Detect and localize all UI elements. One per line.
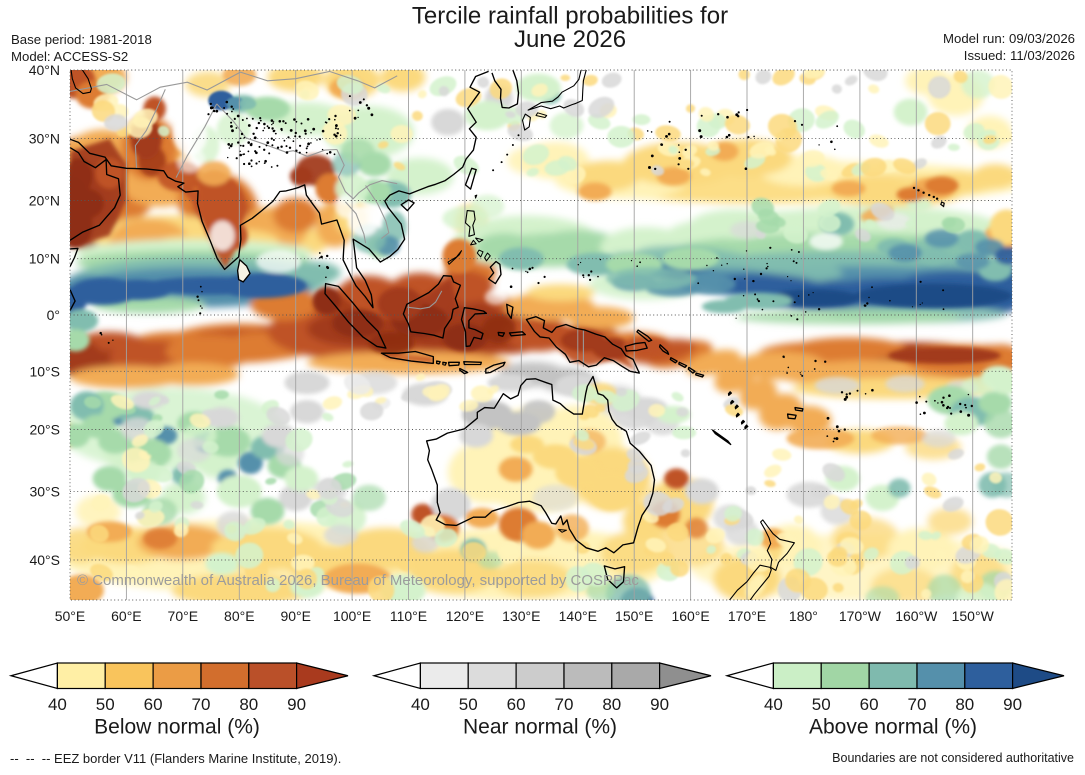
svg-text:June 2026: June 2026	[514, 26, 626, 53]
svg-text:60: 60	[860, 695, 879, 714]
svg-text:80: 80	[955, 695, 974, 714]
svg-text:60: 60	[144, 695, 163, 714]
svg-text:Near normal (%): Near normal (%)	[463, 716, 617, 739]
svg-text:0°: 0°	[47, 307, 60, 323]
svg-text:180°: 180°	[789, 608, 818, 624]
svg-text:-- -- -- EEZ border V11 (Fla: -- -- -- EEZ border V11 (Flanders Marine…	[10, 751, 341, 766]
svg-text:Boundaries are not considered: Boundaries are not considered authoritat…	[832, 751, 1074, 765]
svg-text:Tercile rainfall probabilities: Tercile rainfall probabilities for	[412, 3, 728, 30]
svg-text:Model: ACCESS-S2: Model: ACCESS-S2	[11, 49, 128, 64]
svg-text:Issued: 11/03/2026: Issued: 11/03/2026	[964, 48, 1075, 63]
svg-text:150°E: 150°E	[615, 608, 653, 624]
svg-text:40°N: 40°N	[29, 62, 60, 78]
svg-text:10°N: 10°N	[29, 251, 60, 267]
svg-text:170°E: 170°E	[728, 608, 766, 624]
svg-text:70: 70	[192, 695, 211, 714]
svg-text:50: 50	[459, 695, 478, 714]
svg-text:20°N: 20°N	[29, 193, 60, 209]
svg-text:110°E: 110°E	[390, 608, 427, 624]
svg-text:© Commonwealth of Australia 20: © Commonwealth of Australia 2026, Bureau…	[77, 572, 639, 589]
svg-text:60°E: 60°E	[111, 608, 142, 624]
svg-text:90: 90	[1003, 695, 1022, 714]
svg-text:60: 60	[507, 695, 526, 714]
svg-text:40°S: 40°S	[29, 552, 60, 568]
svg-text:130°E: 130°E	[502, 608, 540, 624]
svg-text:170°W: 170°W	[839, 608, 882, 624]
svg-text:50: 50	[96, 695, 115, 714]
svg-text:30°N: 30°N	[29, 131, 60, 147]
svg-text:40: 40	[764, 695, 783, 714]
svg-text:140°E: 140°E	[559, 608, 597, 624]
svg-text:Below normal (%): Below normal (%)	[94, 716, 260, 739]
svg-text:150°W: 150°W	[952, 608, 995, 624]
svg-text:90: 90	[650, 695, 669, 714]
svg-text:30°S: 30°S	[29, 483, 60, 499]
svg-text:50°E: 50°E	[55, 608, 86, 624]
svg-text:100°E: 100°E	[333, 608, 371, 624]
svg-text:70°E: 70°E	[168, 608, 199, 624]
svg-text:20°S: 20°S	[29, 422, 60, 438]
svg-text:160°W: 160°W	[895, 608, 938, 624]
svg-text:120°E: 120°E	[446, 608, 484, 624]
svg-text:90: 90	[287, 695, 306, 714]
svg-text:80: 80	[239, 695, 258, 714]
svg-text:70: 70	[555, 695, 574, 714]
svg-text:160°E: 160°E	[671, 608, 709, 624]
svg-text:50: 50	[812, 695, 831, 714]
svg-text:Model run: 09/03/2026: Model run: 09/03/2026	[943, 31, 1075, 46]
svg-text:80°E: 80°E	[224, 608, 255, 624]
svg-text:Above normal (%): Above normal (%)	[809, 716, 977, 739]
svg-text:90°E: 90°E	[280, 608, 311, 624]
svg-text:Base period: 1981-2018: Base period: 1981-2018	[11, 32, 152, 47]
svg-text:70: 70	[908, 695, 927, 714]
svg-text:80: 80	[602, 695, 621, 714]
svg-text:40: 40	[411, 695, 430, 714]
svg-text:40: 40	[48, 695, 67, 714]
svg-text:10°S: 10°S	[29, 363, 60, 379]
